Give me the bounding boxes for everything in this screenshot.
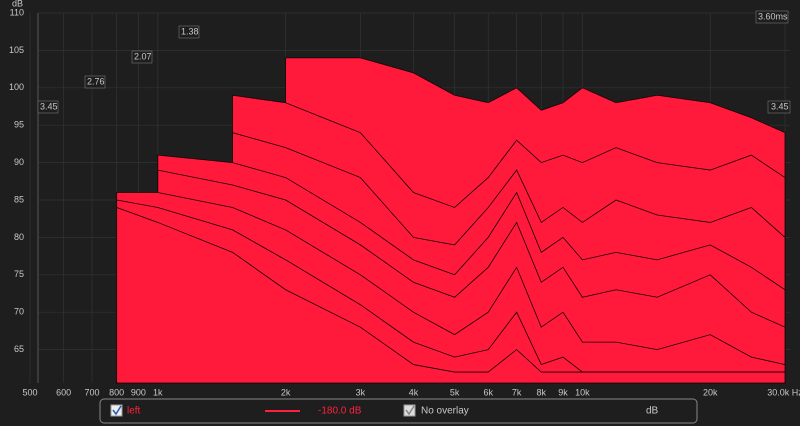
- time-tick-box: [767, 100, 791, 114]
- time-tick-label: 1.38: [181, 26, 199, 36]
- legend-unit: dB: [646, 406, 659, 417]
- time-tick-box: [131, 50, 153, 64]
- x-tick-label: 10k: [575, 387, 590, 397]
- y-tick-label: 90: [14, 157, 24, 167]
- x-tick-label: 30.0k Hz: [767, 387, 800, 397]
- y-tick-label: 65: [14, 344, 24, 354]
- y-tick-label: 75: [14, 269, 24, 279]
- y-tick-label: 80: [14, 232, 24, 242]
- y-tick-label: 70: [14, 307, 24, 317]
- decay-slice: [116, 206, 786, 384]
- x-tick-label: 6k: [483, 387, 493, 397]
- y-tick-label: 100: [9, 82, 24, 92]
- trace-checkbox[interactable]: [110, 404, 123, 417]
- plot: [116, 57, 786, 384]
- y-tick-label: 95: [14, 120, 24, 130]
- x-tick-label: 20k: [703, 387, 718, 397]
- time-right-label: 3.45: [771, 101, 789, 111]
- legend-overlay: No overlay: [421, 406, 469, 417]
- x-tick-label: 800: [109, 387, 124, 397]
- legend-level: -180.0 dB: [318, 406, 362, 417]
- time-tick-label: 2.07: [134, 51, 152, 61]
- time-tick-label: 2.76: [87, 76, 105, 86]
- legend-trace: left: [127, 406, 141, 417]
- legend-box: [99, 398, 698, 424]
- x-tick-label: 500: [22, 387, 37, 397]
- x-tick-label: 4k: [409, 387, 419, 397]
- time-tick-box: [178, 25, 200, 39]
- y-tick-label: 110: [10, 7, 24, 17]
- y-unit: dB: [12, 0, 23, 8]
- check-mark: [405, 405, 415, 416]
- labels: 65 70 75 80 85 90 95 100 105 110 500 600 700 800 900 1k…: [9, 7, 800, 397]
- x-tick-label: 9k: [558, 387, 568, 397]
- time-tick-box: [37, 100, 59, 114]
- x-tick-label: 3k: [356, 387, 366, 397]
- x-tick-label: 600: [56, 387, 71, 397]
- x-tick-label: 8k: [537, 387, 547, 397]
- x-tick-label: 7k: [512, 387, 522, 397]
- overlay-checkbox[interactable]: [403, 404, 416, 417]
- y-tick-label: 85: [14, 194, 24, 204]
- x-tick-label: 5k: [450, 387, 460, 397]
- x-tick-label: 1k: [153, 387, 163, 397]
- time-tick-box: [84, 75, 106, 89]
- y-tick-label: 105: [9, 45, 24, 55]
- x-tick-label: 900: [131, 387, 146, 397]
- time-tick-box: [755, 10, 789, 24]
- x-tick-label: 700: [85, 387, 100, 397]
- x-tick-label: 2k: [281, 387, 291, 397]
- check-mark: [112, 405, 122, 416]
- time-tick-label: 3.45: [40, 101, 58, 111]
- time-end-label: 3.60ms: [758, 11, 788, 21]
